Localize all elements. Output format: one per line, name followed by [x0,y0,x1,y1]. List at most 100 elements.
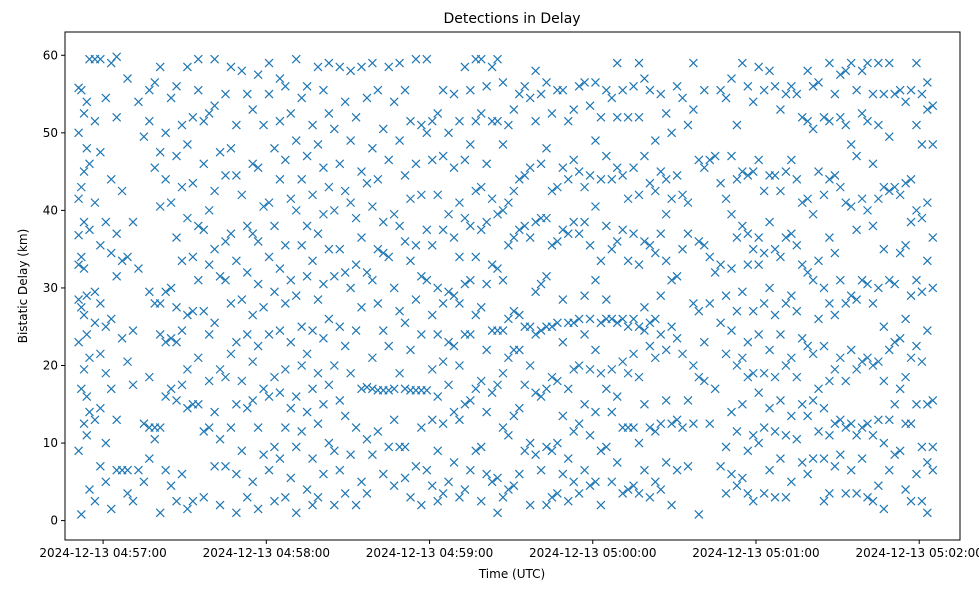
data-point-x-marker [395,368,405,378]
data-point-x-marker [308,500,317,510]
data-point-x-marker [346,283,356,293]
data-point-x-marker [640,302,649,312]
data-point-x-marker [199,225,209,235]
data-point-x-marker [591,202,600,211]
data-point-x-marker [846,58,856,68]
data-point-x-marker [471,384,481,394]
data-point-x-marker [74,446,84,456]
data-point-x-marker [824,489,834,498]
data-point-x-marker [433,392,443,401]
data-point-x-marker [476,442,486,452]
data-point-x-marker [558,337,568,347]
data-point-x-marker [580,330,590,339]
data-point-x-marker [808,81,818,91]
data-point-x-marker [188,496,198,506]
data-point-x-marker [721,93,731,103]
data-point-x-marker [765,403,774,413]
data-point-x-marker [231,256,241,266]
data-point-x-marker [144,85,154,95]
data-point-x-marker [558,411,568,421]
data-point-x-marker [351,326,361,336]
data-point-x-marker [591,275,600,285]
data-point-x-marker [694,372,704,382]
data-point-x-marker [596,256,606,266]
data-point-x-marker [378,248,388,258]
data-point-x-marker [416,190,426,200]
data-point-x-marker [95,147,105,157]
data-point-x-marker [406,345,415,355]
data-point-x-marker [852,489,862,498]
data-point-x-marker [259,202,269,211]
data-point-x-marker [101,438,111,448]
data-point-x-marker [563,174,573,184]
data-point-x-marker [313,419,323,429]
data-point-x-marker [134,465,143,475]
data-point-x-marker [199,159,209,169]
data-point-x-marker [242,268,252,277]
data-point-x-marker [482,159,492,169]
data-point-x-marker [248,105,258,114]
data-point-x-marker [612,163,622,173]
data-point-x-marker [487,260,497,270]
data-point-x-marker [797,399,807,409]
data-point-x-marker [340,411,350,421]
data-point-x-marker [427,481,437,491]
data-point-x-marker [433,190,443,200]
chart-title: Detections in Delay [443,11,580,27]
data-point-x-marker [406,194,415,204]
data-point-x-marker [580,217,590,227]
data-point-x-marker [438,489,448,498]
data-point-x-marker [765,283,774,293]
data-point-x-marker [166,384,176,394]
data-point-x-marker [759,423,769,432]
data-point-x-marker [79,264,89,273]
data-point-x-marker [640,74,649,83]
data-point-x-marker [547,186,557,196]
data-point-x-marker [895,85,905,95]
data-point-x-marker [928,395,938,405]
data-point-x-marker [416,330,426,339]
data-point-x-marker [324,380,334,390]
data-point-x-marker [166,481,176,491]
data-point-x-marker [601,295,611,304]
data-point-x-marker [765,66,774,76]
data-point-x-marker [193,221,203,231]
data-point-x-marker [667,275,677,285]
data-point-x-marker [335,159,345,169]
data-point-x-marker [623,194,633,204]
data-point-x-marker [830,310,840,320]
data-point-x-marker [204,376,214,386]
data-point-x-marker [313,492,323,502]
data-point-x-marker [362,434,372,444]
data-point-x-marker [112,52,122,62]
data-point-x-marker [928,442,938,452]
data-point-x-marker [846,202,856,211]
data-point-x-marker [329,446,339,456]
data-point-x-marker [455,415,464,425]
data-point-x-marker [607,407,617,417]
data-point-x-marker [558,225,568,235]
data-point-x-marker [569,155,579,165]
data-point-x-marker [76,182,86,192]
data-point-x-marker [384,155,394,165]
data-point-x-marker [656,229,666,239]
data-point-x-marker [433,446,443,456]
data-point-x-marker [716,178,726,188]
data-point-x-marker [912,120,921,130]
data-point-x-marker [76,509,86,519]
data-point-x-marker [542,384,551,394]
data-point-x-marker [520,171,530,180]
data-point-x-marker [367,275,377,285]
data-point-x-marker [868,159,878,169]
data-point-x-marker [863,58,872,68]
data-point-x-marker [705,155,715,165]
data-point-x-marker [357,302,366,312]
data-point-x-marker [503,240,513,250]
data-point-x-marker [759,248,769,258]
data-point-x-marker [351,112,361,122]
data-point-x-marker [835,415,845,425]
data-point-x-marker [90,415,100,425]
data-point-x-marker [411,461,421,471]
data-point-x-marker [487,477,497,487]
data-point-x-marker [308,326,317,336]
